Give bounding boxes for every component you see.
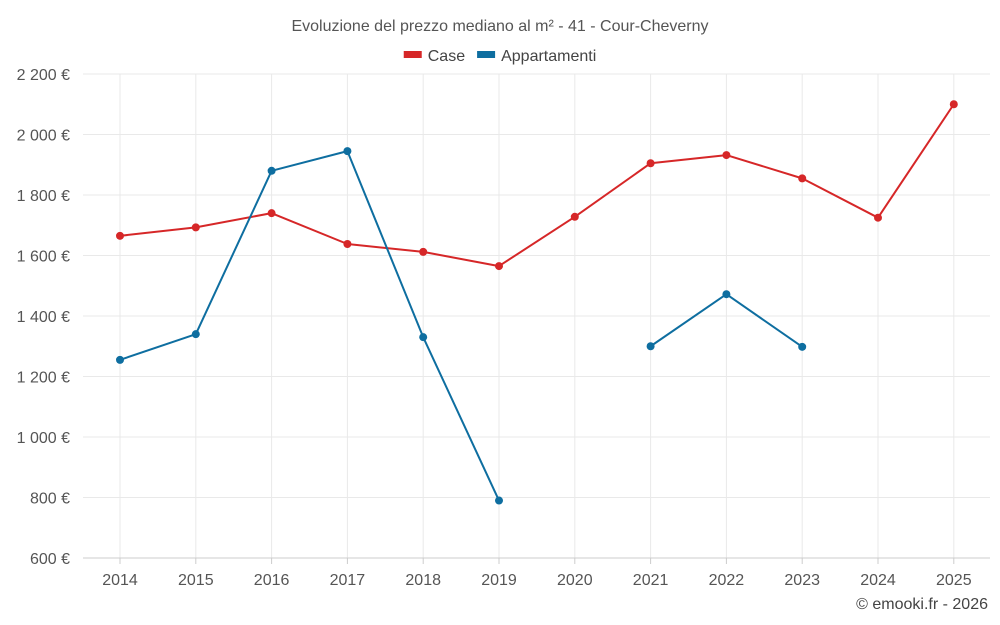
legend-swatch [477,51,496,58]
y-tick-label: 1 400 € [17,309,70,326]
data-point [116,231,124,240]
data-point [191,330,200,339]
series-appartamenti [116,147,807,505]
data-point [267,166,276,175]
y-tick-label: 1 000 € [17,430,70,447]
data-point [722,151,731,160]
data-point [191,223,200,232]
y-tick-label: 800 € [30,491,70,508]
data-point [646,159,655,168]
data-point [495,496,503,505]
x-tick-label: 2020 [557,572,593,589]
data-point [722,290,731,299]
y-tick-label: 1 800 € [17,188,70,205]
x-tick-label: 2021 [633,572,669,589]
data-point [343,240,352,249]
credit-text: © emooki.fr - 2026 [856,596,988,613]
x-tick-label: 2019 [481,572,517,589]
data-point [419,247,428,256]
y-tick-label: 2 200 € [17,67,70,84]
data-point [116,355,124,364]
legend: Case Appartamenti [403,48,596,65]
x-tick-label: 2023 [784,572,820,589]
chart-title: Evoluzione del prezzo mediano al m² - 41… [291,18,708,35]
series-line [119,150,500,501]
data-point [798,342,807,351]
x-tick-label: 2017 [330,572,366,589]
x-tick-label: 2014 [102,572,138,589]
x-tick-label: 2018 [405,572,441,589]
x-axis: 2014 2015 2016 2017 2018 2019 2020 2021 2022 2023… [83,557,990,589]
series-line [119,103,955,268]
data-point [267,209,276,218]
series-case [116,100,958,271]
series-layer [116,100,958,505]
data-point [646,342,655,351]
y-axis: 600 € 800 € 1 000 € 1 200 € 1 400 € 1 600 € 1 … [17,67,70,568]
legend-swatch [403,51,422,58]
legend-label: Case [428,48,465,65]
x-tick-label: 2015 [178,572,214,589]
x-tick-label: 2025 [936,572,972,589]
data-point [949,100,958,109]
data-point [343,147,352,156]
grid [83,73,990,558]
x-tick-label: 2024 [860,572,896,589]
y-tick-label: 600 € [30,551,70,568]
y-tick-label: 1 200 € [17,370,70,387]
data-point [419,333,428,342]
data-point [874,213,882,222]
data-point [798,174,807,183]
y-tick-label: 2 000 € [17,128,70,145]
legend-label: Appartamenti [501,48,596,65]
x-tick-label: 2022 [709,572,745,589]
data-point [495,262,503,271]
y-tick-label: 1 600 € [17,249,70,266]
data-point [570,212,579,221]
x-tick-label: 2016 [254,572,290,589]
